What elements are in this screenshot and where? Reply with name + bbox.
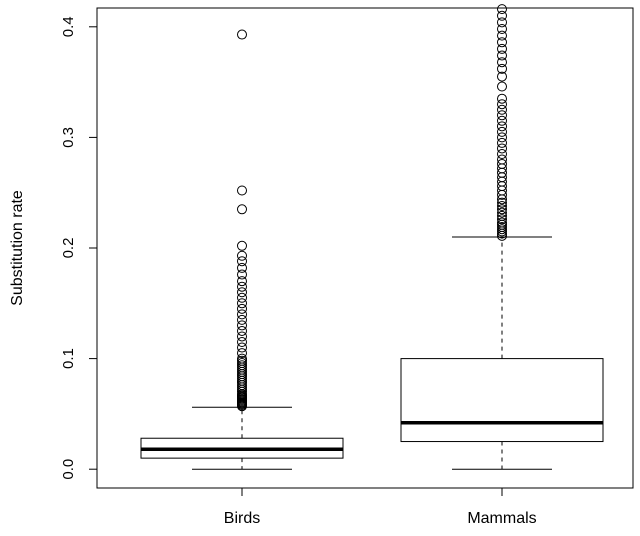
outlier-point xyxy=(497,17,507,28)
outlier-point xyxy=(497,148,507,159)
outlier-point xyxy=(237,342,247,353)
outlier-point xyxy=(237,240,247,251)
outlier-point xyxy=(237,337,247,348)
x-axis: Birds Mammals xyxy=(224,487,537,527)
outlier-point xyxy=(497,158,507,169)
outlier-point xyxy=(237,298,247,309)
y-axis-label: Substitution rate xyxy=(9,190,26,306)
outlier-point xyxy=(497,43,507,54)
outlier-point xyxy=(237,269,247,280)
y-tick-label: 0.2 xyxy=(60,238,77,259)
outlier-point xyxy=(237,287,247,298)
outlier-point xyxy=(237,256,247,267)
y-tick-label: 0.0 xyxy=(60,459,77,480)
outlier-point xyxy=(497,71,507,82)
outlier-point xyxy=(237,355,247,366)
outlier-point xyxy=(497,143,507,154)
outlier-point xyxy=(497,200,507,211)
outlier-point xyxy=(497,110,507,121)
outlier-point xyxy=(497,154,507,165)
y-tick-label: 0.4 xyxy=(60,16,77,37)
outlier-point xyxy=(497,115,507,126)
outlier-point xyxy=(497,24,507,35)
outlier-point xyxy=(497,4,507,15)
outlier-point xyxy=(237,320,247,331)
outlier-point xyxy=(237,358,247,369)
boxes xyxy=(140,4,604,470)
outlier-point xyxy=(237,303,247,314)
outlier-point xyxy=(237,325,247,336)
outlier-point xyxy=(237,309,247,320)
outlier-point xyxy=(237,262,247,273)
outlier-point xyxy=(237,314,247,325)
box-group xyxy=(140,29,344,470)
outlier-point xyxy=(497,126,507,137)
outlier-point xyxy=(497,217,507,228)
outlier-point xyxy=(497,93,507,104)
outlier-point xyxy=(497,204,507,215)
outlier-point xyxy=(237,331,247,342)
outlier-point xyxy=(497,121,507,132)
outlier-point xyxy=(497,224,507,235)
outlier-point xyxy=(497,207,507,218)
outlier-point xyxy=(237,348,247,359)
box-group xyxy=(400,4,604,470)
outlier-point xyxy=(237,360,247,371)
y-tick-label: 0.1 xyxy=(60,348,77,369)
outlier-point xyxy=(497,37,507,48)
outlier-point xyxy=(497,137,507,148)
outlier-point xyxy=(237,204,247,215)
outlier-point xyxy=(237,185,247,196)
box-iqr xyxy=(400,358,604,443)
outlier-point xyxy=(497,104,507,115)
outlier-point xyxy=(497,50,507,61)
outlier-point xyxy=(237,250,247,261)
outlier-point xyxy=(497,57,507,68)
outlier-point xyxy=(237,281,247,292)
outlier-point xyxy=(497,197,507,208)
y-tick-label: 0.3 xyxy=(60,127,77,148)
outlier-point xyxy=(237,276,247,287)
outlier-point xyxy=(497,63,507,74)
outlier-point xyxy=(497,221,507,232)
outlier-point xyxy=(237,353,247,364)
outlier-point xyxy=(497,99,507,110)
y-axis: 0.0 0.1 0.2 0.3 0.4 xyxy=(60,16,98,480)
outlier-point xyxy=(497,81,507,92)
outlier-point xyxy=(497,30,507,41)
outlier-point xyxy=(237,29,247,40)
outlier-point xyxy=(237,292,247,303)
outlier-point xyxy=(497,10,507,21)
x-tick-label: Birds xyxy=(224,510,260,527)
outlier-point xyxy=(497,214,507,225)
outlier-point xyxy=(497,132,507,143)
outlier-point xyxy=(497,210,507,221)
x-tick-label: Mammals xyxy=(467,510,536,527)
